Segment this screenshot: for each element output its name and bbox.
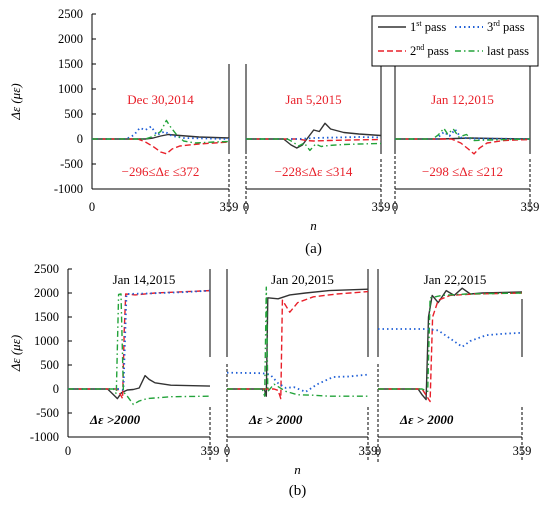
legend-box: [371, 15, 539, 67]
series-line-3rd-pass: [68, 289, 211, 391]
legend-label: last pass: [487, 44, 529, 58]
series-line-3rd-pass: [378, 328, 523, 348]
x-tick-label: 0: [392, 200, 398, 214]
x-tick-label: 0: [65, 444, 71, 458]
y-tick-label: 2000: [34, 286, 59, 300]
series-line-2nd-pass: [395, 138, 531, 155]
x-tick-label: 0: [243, 200, 249, 214]
legend-label: 1st pass: [410, 19, 446, 34]
series-line-last-pass: [395, 127, 531, 142]
y-tick-label: 1000: [58, 82, 83, 96]
series-line-last-pass: [246, 138, 382, 152]
y-tick-label: 1500: [34, 310, 59, 324]
series-line-1st-pass: [246, 122, 382, 149]
panel-date: Jan 22,2015: [424, 272, 487, 287]
series-line-1st-pass: [378, 287, 523, 401]
panel-date: Jan 12,2015: [431, 92, 494, 107]
y-tick-label: 2000: [58, 32, 83, 46]
y-tick-label: -1000: [30, 430, 59, 444]
subfigure-caption: (b): [289, 483, 307, 499]
series-line-3rd-pass: [92, 125, 230, 140]
x-tick-label: 359: [201, 444, 220, 458]
y-tick-label: 2500: [58, 7, 83, 21]
series-line-1st-pass: [227, 288, 369, 397]
panel-b-1: 0 359 Jan 14,2015 Δε >2000: [65, 268, 220, 462]
x-tick-label: 359: [220, 200, 239, 214]
panel-range-annotation: −228≤Δε ≤314: [275, 164, 353, 179]
panel-range-annotation: −298 ≤Δε ≤212: [422, 164, 503, 179]
y-tick-label: -500: [36, 406, 59, 420]
panel-date: Jan 20,2015: [271, 272, 334, 287]
panel-a-1: 0 359 Dec 30,2014 −296≤Δε ≤372: [89, 13, 239, 214]
panel-range-annotation: −296≤Δε ≤372: [122, 164, 200, 179]
panel-date: Jan 5,2015: [285, 92, 341, 107]
y-axis-label: Δε (με): [8, 83, 23, 120]
series-line-last-pass: [68, 293, 211, 406]
y-tick-label: 500: [40, 358, 59, 372]
series-line-1st-pass: [68, 374, 211, 400]
x-axis-label: n: [294, 462, 301, 477]
legend-label: 3rd pass: [487, 19, 525, 34]
panel-date: Jan 14,2015: [113, 272, 176, 287]
panel-annotation: Δε > 2000: [248, 412, 303, 427]
x-tick-label: 0: [375, 444, 381, 458]
panel-a-2: 0 359 Jan 5,2015 −228≤Δε ≤314: [243, 64, 391, 214]
y-tick-label: 1000: [34, 334, 59, 348]
panel-annotation: Δε > 2000: [399, 412, 454, 427]
y-axis-label: Δε (με): [8, 335, 23, 372]
panel-annotation: Δε >2000: [89, 412, 141, 427]
x-tick-label: 0: [89, 200, 95, 214]
series-line-last-pass: [92, 119, 230, 144]
y-tick-label: 500: [64, 107, 83, 121]
y-tick-label: 2500: [34, 262, 59, 276]
series-line-last-pass: [227, 286, 368, 397]
x-tick-label: 359: [372, 200, 391, 214]
y-tick-label: 1500: [58, 57, 83, 71]
panel-date: Dec 30,2014: [127, 92, 194, 107]
y-tick-label: 0: [77, 132, 83, 146]
series-line-2nd-pass: [227, 290, 369, 400]
panel-b-3: 0 359 Jan 22,2015 Δε > 2000: [375, 269, 532, 462]
x-axis-label: n: [310, 218, 317, 233]
panel-a-3: 0 359 Jan 12,2015 −298 ≤Δε ≤212: [392, 64, 540, 214]
legend: 1st pass 3rd pass 2nd pass last pass: [371, 15, 539, 67]
y-tick-label: 0: [53, 382, 59, 396]
x-tick-label: 359: [521, 200, 540, 214]
subfigure-caption: (a): [305, 241, 322, 257]
series-line-last-pass: [378, 292, 523, 393]
x-tick-label: 359: [513, 444, 532, 458]
series-line-2nd-pass: [246, 138, 382, 142]
series-line-2nd-pass: [68, 289, 211, 400]
x-tick-label: 0: [224, 444, 230, 458]
y-tick-label: -500: [60, 157, 83, 171]
x-tick-label: 359: [359, 444, 378, 458]
series-line-2nd-pass: [378, 292, 523, 403]
series-line-2nd-pass: [92, 138, 230, 155]
legend-label: 2nd pass: [410, 43, 449, 58]
y-tick-label: -1000: [54, 182, 83, 196]
